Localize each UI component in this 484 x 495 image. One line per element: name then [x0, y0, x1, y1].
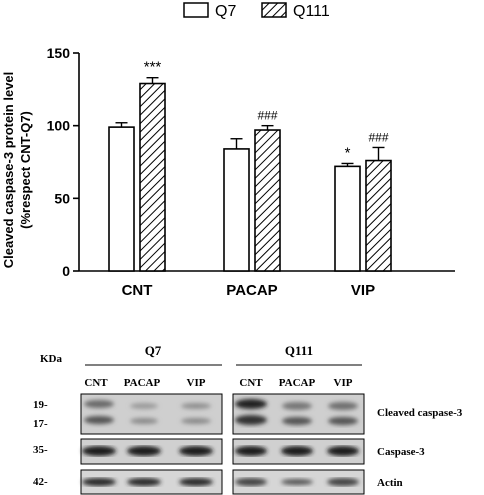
- lane-label: PACAP: [124, 377, 161, 389]
- bar-q7-pacap: [223, 148, 250, 272]
- y-tick-label: 0: [62, 263, 70, 279]
- bar-q111-vip: [365, 159, 392, 272]
- bar-q111-pacap: [254, 129, 281, 272]
- legend-label-q7: Q7: [215, 3, 236, 20]
- y-tick-label: 50: [54, 190, 70, 206]
- marker-17: 17-: [33, 418, 48, 430]
- significance-label: *: [345, 144, 351, 161]
- bars: ****######: [108, 59, 392, 272]
- row-label-actin: Actin: [377, 477, 403, 489]
- significance-label: ###: [257, 109, 277, 123]
- y-tick-label: 100: [47, 118, 71, 134]
- significance-label: ###: [368, 130, 388, 144]
- group-label-q111: Q111: [285, 343, 313, 358]
- lane-label: PACAP: [279, 377, 316, 389]
- marker-19: 19-: [33, 399, 48, 411]
- y-ticks: 0 50 100 150: [47, 45, 79, 279]
- y-axis-label-line2: (%respect CNT-Q7): [18, 111, 33, 229]
- x-tick-labels: CNT PACAP VIP: [122, 282, 376, 299]
- western-blot: KDa Q7 Q111 CNT PACAP VIP CNT PACAP VIP …: [33, 343, 463, 495]
- lane-label: CNT: [239, 377, 263, 389]
- bar-q111-cnt: [139, 82, 166, 272]
- row-label-cleaved-caspase-3: Cleaved caspase-3: [377, 407, 463, 419]
- cleaved-bands: [84, 399, 358, 425]
- kda-label: KDa: [40, 353, 63, 365]
- group-label-q7: Q7: [145, 343, 162, 358]
- legend-swatch-q7: [183, 2, 209, 18]
- lane-label: VIP: [187, 377, 206, 389]
- bar-q7-cnt: [108, 126, 135, 272]
- marker-42: 42-: [33, 476, 48, 488]
- actin-bands: [82, 478, 359, 486]
- significance-label: ***: [144, 59, 162, 76]
- lane-label: VIP: [334, 377, 353, 389]
- legend-swatch-q111: [261, 2, 287, 18]
- lane-label: CNT: [84, 377, 108, 389]
- x-tick-label: PACAP: [226, 282, 277, 299]
- caspase-bands: [82, 446, 359, 456]
- y-tick-label: 150: [47, 45, 71, 61]
- bar-q7-vip: [334, 165, 361, 272]
- x-tick-label: VIP: [351, 282, 375, 299]
- y-axis-label-line1: Cleaved caspase-3 protein level: [1, 72, 16, 269]
- legend-label-q111: Q111: [293, 3, 330, 20]
- legend: Q7 Q111: [183, 2, 330, 20]
- row-label-caspase-3: Caspase-3: [377, 446, 425, 458]
- marker-35: 35-: [33, 444, 48, 456]
- blot-panel-cleaved-q7: [80, 393, 223, 435]
- x-tick-label: CNT: [122, 282, 153, 299]
